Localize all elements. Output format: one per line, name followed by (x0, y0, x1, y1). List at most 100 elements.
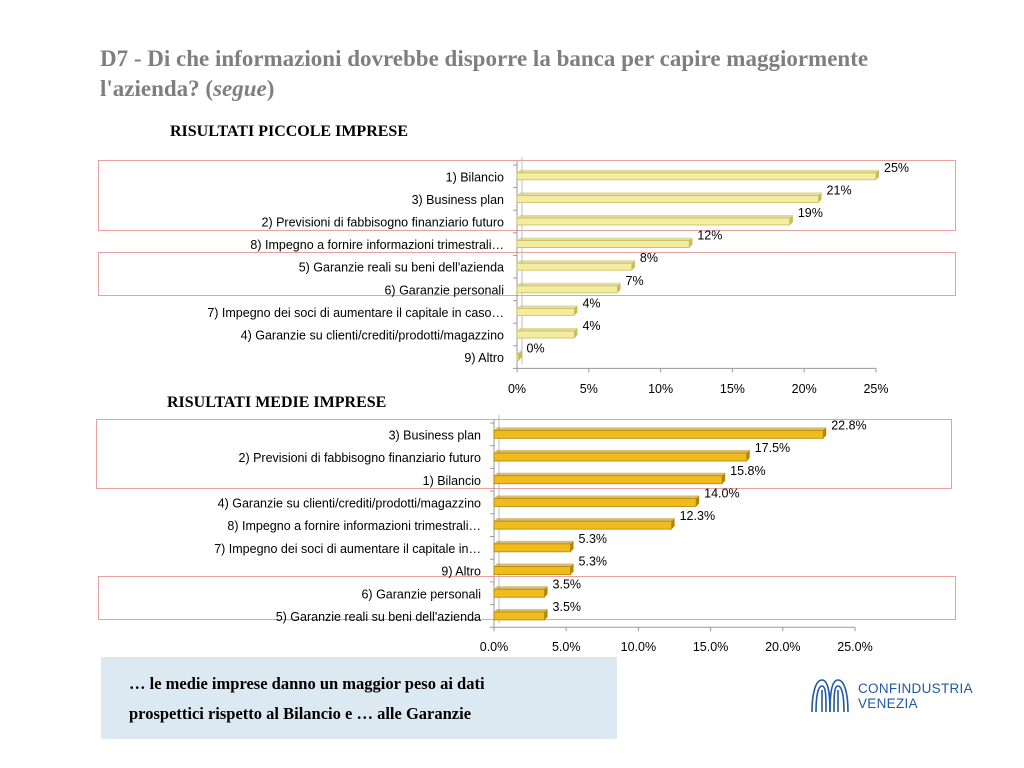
value-label-medium: 5.3% (579, 555, 608, 569)
value-label-small: 8% (640, 251, 658, 265)
bar-end-face-small (631, 260, 635, 271)
value-label-medium: 14.0% (704, 486, 739, 500)
category-label-medium: 4) Garanzie su clienti/crediti/prodotti/… (218, 496, 481, 510)
bar-end-face-medium (696, 495, 700, 507)
x-tick-label-medium: 5.0% (552, 640, 581, 654)
value-label-small: 12% (697, 229, 722, 243)
bar-top-face-small (517, 169, 879, 173)
category-label-medium: 1) Bilancio (423, 474, 481, 488)
bar-small (516, 285, 618, 294)
highlight-box-small-2 (98, 252, 956, 296)
bar-medium (493, 588, 545, 598)
bar-top-face-medium (494, 472, 726, 476)
bar-top-face-medium (494, 563, 574, 567)
category-label-small: 3) Business plan (412, 193, 504, 207)
bar-medium (493, 611, 545, 621)
bar-top-face-small (517, 305, 578, 309)
bar-end-face-medium (570, 540, 574, 552)
bar-end-face-small (617, 282, 621, 293)
category-label-small: 4) Garanzie su clienti/crediti/prodotti/… (241, 329, 504, 343)
x-tick-label-medium: 15.0% (693, 640, 728, 654)
chart-small-business: 1) Bilancio 25% 3) Business plan 21% 2) Prev… (207, 157, 909, 396)
category-label-small: 5) Garanzie reali su beni dell'azienda (299, 261, 504, 275)
value-label-small: 19% (798, 206, 823, 220)
x-tick-label-small: 20% (792, 382, 817, 396)
logo-text-line-2: VENEZIA (858, 696, 918, 711)
bar-top-face-medium (494, 427, 827, 431)
bar-end-face-medium (823, 427, 827, 439)
bar-top-face-medium (494, 540, 574, 544)
bar-end-face-small (574, 305, 578, 316)
bar-small (516, 217, 791, 226)
category-label-small: 7) Impegno dei soci di aumentare il capi… (207, 306, 504, 320)
value-label-small: 4% (582, 319, 600, 333)
bar-end-face-medium (570, 563, 574, 575)
bar-small (516, 307, 575, 316)
bar-small (516, 240, 690, 249)
callout-line-2: prospettici rispetto al Bilancio e … all… (129, 704, 472, 723)
x-tick-label-small: 5% (580, 382, 598, 396)
bar-top-face-medium (494, 450, 750, 454)
bar-end-face-small (818, 192, 822, 203)
bar-small (516, 330, 575, 339)
category-label-small: 8) Impegno a fornire informazioni trimes… (250, 238, 504, 252)
bar-end-face-medium (544, 586, 548, 598)
callout-line-1: … le medie imprese danno un maggior peso… (129, 674, 485, 693)
bar-end-face-small (518, 350, 522, 361)
x-tick-label-small: 0% (508, 382, 526, 396)
bar-small (516, 194, 819, 203)
x-tick-label-medium: 0.0% (480, 640, 509, 654)
category-label-medium: 9) Altro (441, 565, 481, 579)
x-tick-label-medium: 25.0% (837, 640, 872, 654)
bar-small (516, 353, 519, 362)
bar-end-face-small (876, 169, 879, 180)
category-label-medium: 8) Impegno a fornire informazioni trimes… (227, 519, 481, 533)
value-label-small: 21% (827, 183, 852, 197)
value-label-medium: 3.5% (553, 600, 582, 614)
value-label-small: 7% (626, 274, 644, 288)
value-label-medium: 15.8% (730, 464, 765, 478)
bar-small (516, 172, 877, 181)
value-label-small: 4% (582, 296, 600, 310)
logo-text-line-1: CONFINDUSTRIA (858, 681, 973, 696)
chart-medium-business: 3) Business plan 22.8% 2) Previsioni di fa… (214, 415, 873, 654)
category-label-small: 9) Altro (464, 351, 504, 365)
bar-top-face-medium (494, 495, 700, 499)
category-label-small: 1) Bilancio (446, 170, 504, 184)
chart-title-small: RISULTATI PICCOLE IMPRESE (170, 123, 408, 140)
value-label-small: 0% (527, 342, 545, 356)
bar-top-face-small (517, 282, 621, 286)
category-label-medium: 5) Garanzie reali su beni dell'azienda (276, 610, 481, 624)
bar-small (516, 262, 633, 271)
bar-medium (493, 566, 571, 575)
bar-end-face-medium (746, 450, 750, 462)
value-label-medium: 17.5% (755, 441, 790, 455)
category-label-small: 2) Previsioni di fabbisogno finanziario … (262, 216, 505, 230)
bar-end-face-small (574, 328, 578, 338)
bar-top-face-medium (494, 586, 548, 590)
x-tick-label-medium: 20.0% (765, 640, 800, 654)
bar-end-face-medium (544, 608, 548, 620)
highlight-box-small-1 (98, 160, 956, 231)
callout-box: … le medie imprese danno un maggior peso… (101, 657, 617, 739)
category-label-medium: 3) Business plan (389, 428, 481, 442)
slide-title: D7 - Di che informazioni dovrebbe dispor… (100, 46, 869, 101)
bar-end-face-small (789, 215, 793, 225)
confindustria-logo: CONFINDUSTRIA VENEZIA (806, 672, 1006, 720)
category-label-small: 6) Garanzie personali (384, 283, 504, 297)
bar-end-face-medium (722, 472, 726, 484)
bar-medium (493, 475, 723, 485)
bar-top-face-small (517, 192, 822, 196)
x-tick-label-small: 15% (720, 382, 745, 396)
bar-end-face-small (689, 237, 693, 248)
bar-top-face-small (517, 237, 693, 241)
category-label-medium: 7) Impegno dei soci di aumentare il capi… (214, 542, 481, 556)
bar-medium (493, 429, 824, 439)
value-label-medium: 22.8% (831, 418, 866, 432)
bar-top-face-medium (494, 608, 548, 612)
bar-medium (493, 520, 673, 530)
bar-medium (493, 498, 697, 507)
highlight-box-medium-1 (96, 419, 952, 489)
x-tick-label-medium: 10.0% (621, 640, 656, 654)
